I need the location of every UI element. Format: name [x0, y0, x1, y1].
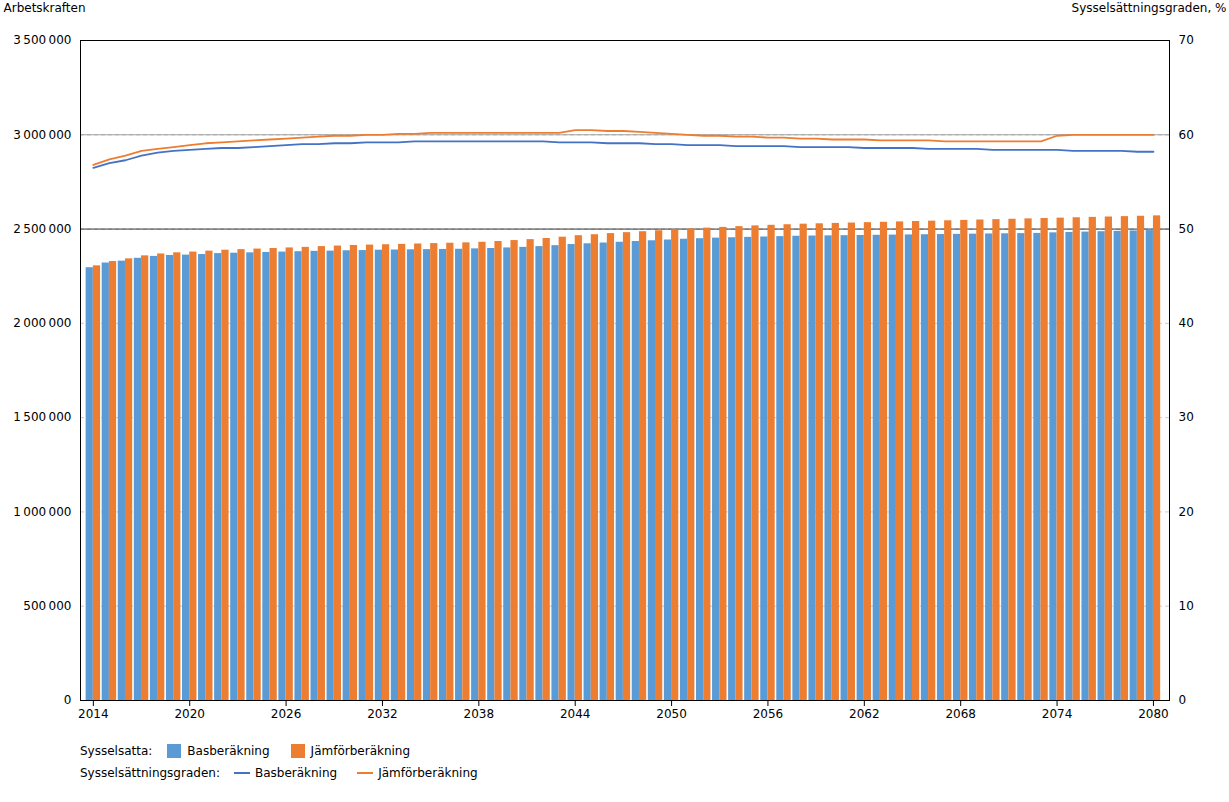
svg-text:3 000 000: 3 000 000 — [13, 128, 71, 142]
svg-text:2 000 000: 2 000 000 — [13, 316, 71, 330]
svg-text:2044: 2044 — [560, 707, 591, 721]
svg-text:70: 70 — [1179, 33, 1194, 47]
svg-text:1 000 000: 1 000 000 — [13, 505, 71, 519]
svg-text:2 500 000: 2 500 000 — [13, 222, 71, 236]
html-text:Jämförberäkning: Jämförberäkning — [378, 766, 478, 780]
svg-text:50: 50 — [1179, 222, 1194, 236]
svg-text:30: 30 — [1179, 410, 1194, 424]
svg-text:2056: 2056 — [753, 707, 784, 721]
svg-text:10: 10 — [1179, 599, 1194, 613]
svg-text:500 000: 500 000 — [23, 599, 71, 613]
svg-text:20: 20 — [1179, 505, 1194, 519]
svg-text:2020: 2020 — [174, 707, 205, 721]
html-text:Basberäkning: Basberäkning — [187, 744, 270, 758]
svg-text:60: 60 — [1179, 128, 1194, 142]
svg-text:2026: 2026 — [271, 707, 302, 721]
html-text:Basberäkning: Basberäkning — [254, 766, 338, 780]
svg-text:2014: 2014 — [78, 707, 109, 721]
html-text:Jämförberäkning: Jämförberäkning — [310, 744, 411, 758]
html-text:Sysselsatta:: Sysselsatta: — [80, 744, 153, 758]
svg-text:2062: 2062 — [849, 707, 880, 721]
svg-text:1 500 000: 1 500 000 — [13, 410, 71, 424]
svg-text:2068: 2068 — [945, 707, 976, 721]
svg-text:2074: 2074 — [1042, 707, 1073, 721]
svg-text:2038: 2038 — [464, 707, 495, 721]
svg-text:Arbetskraften: Arbetskraften — [4, 1, 86, 15]
svg-text:Sysselsättningsgraden, %: Sysselsättningsgraden, % — [1072, 1, 1227, 15]
svg-text:0: 0 — [1179, 693, 1187, 707]
svg-text:40: 40 — [1179, 316, 1194, 330]
svg-text:0: 0 — [64, 693, 72, 707]
svg-text:2032: 2032 — [367, 707, 398, 721]
svg-text:2080: 2080 — [1138, 707, 1169, 721]
svg-text:2050: 2050 — [656, 707, 687, 721]
svg-text:3 500 000: 3 500 000 — [13, 33, 71, 47]
html-text:Sysselsättningsgraden:: Sysselsättningsgraden: — [80, 766, 220, 780]
